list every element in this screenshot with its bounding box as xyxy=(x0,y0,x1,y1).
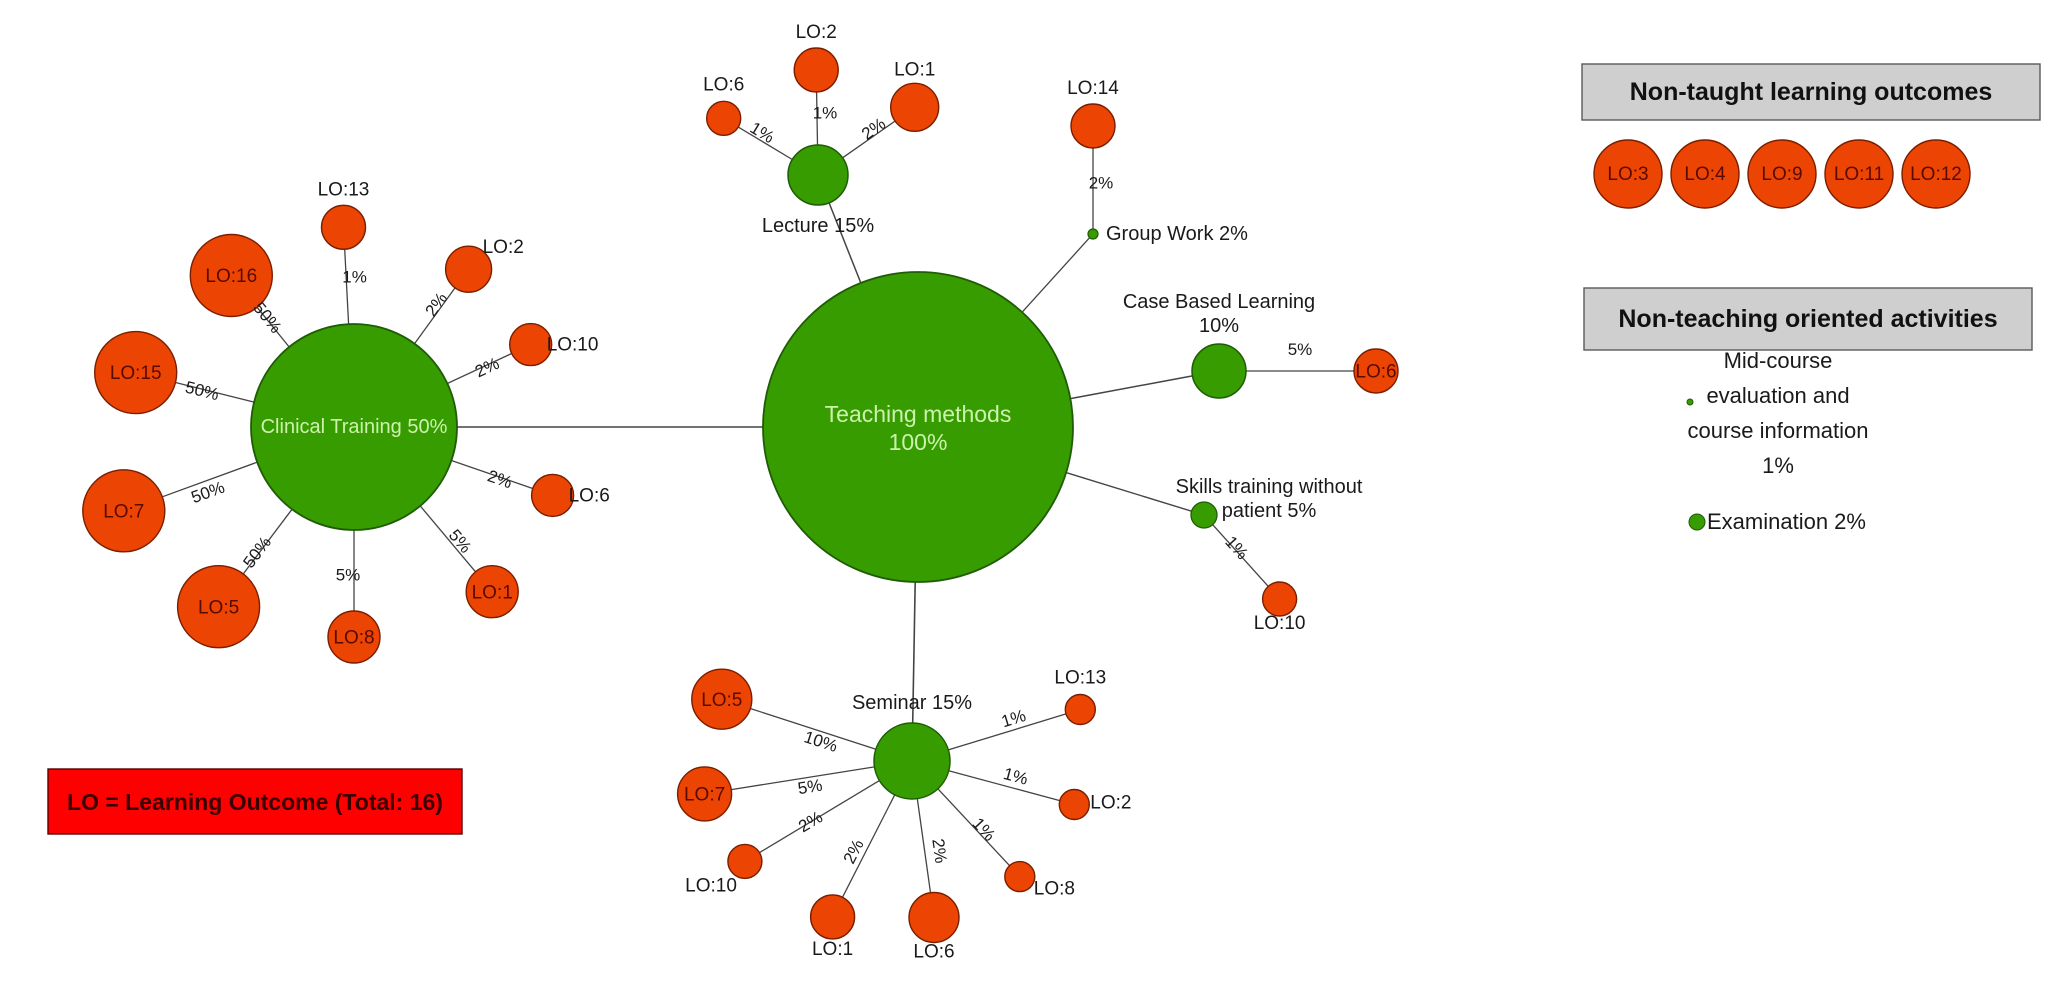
svg-text:Non-teaching oriented activiti: Non-teaching oriented activities xyxy=(1618,305,1997,333)
svg-text:Teaching methods: Teaching methods xyxy=(825,401,1012,427)
svg-text:LO:7: LO:7 xyxy=(103,501,144,522)
svg-text:LO:6: LO:6 xyxy=(913,942,954,963)
svg-text:LO:2: LO:2 xyxy=(796,22,837,43)
svg-text:Mid-course: Mid-course xyxy=(1724,348,1833,373)
svg-text:LO:3: LO:3 xyxy=(1607,164,1648,185)
svg-text:1%: 1% xyxy=(813,104,838,123)
svg-text:LO:10: LO:10 xyxy=(685,875,737,896)
svg-text:LO:10: LO:10 xyxy=(547,335,599,356)
svg-text:LO:13: LO:13 xyxy=(318,179,370,200)
svg-text:LO:8: LO:8 xyxy=(1034,879,1075,900)
svg-text:LO:1: LO:1 xyxy=(894,59,935,80)
svg-text:LO:13: LO:13 xyxy=(1054,668,1106,689)
svg-text:5%: 5% xyxy=(336,566,361,585)
svg-text:LO:10: LO:10 xyxy=(1254,613,1306,634)
svg-text:LO:2: LO:2 xyxy=(483,237,524,258)
svg-text:LO:4: LO:4 xyxy=(1684,164,1726,185)
svg-text:LO:6: LO:6 xyxy=(1355,362,1396,383)
svg-text:LO:12: LO:12 xyxy=(1910,164,1962,185)
svg-text:LO:2: LO:2 xyxy=(1090,793,1131,814)
svg-text:Group Work 2%: Group Work 2% xyxy=(1106,223,1248,245)
svg-text:LO:14: LO:14 xyxy=(1067,78,1119,99)
svg-text:Clinical Training 50%: Clinical Training 50% xyxy=(261,416,448,438)
svg-text:course information: course information xyxy=(1688,418,1869,443)
svg-text:LO:8: LO:8 xyxy=(333,628,374,649)
svg-text:LO:5: LO:5 xyxy=(701,690,742,711)
svg-text:Non-taught learning outcomes: Non-taught learning outcomes xyxy=(1630,78,1993,106)
svg-text:Lecture 15%: Lecture 15% xyxy=(762,215,875,237)
svg-text:Skills training without: Skills training without xyxy=(1176,476,1363,498)
svg-text:LO:7: LO:7 xyxy=(684,785,725,806)
svg-text:LO:1: LO:1 xyxy=(472,582,513,603)
svg-text:2%: 2% xyxy=(1089,174,1114,193)
svg-text:Case Based Learning: Case Based Learning xyxy=(1123,291,1315,313)
svg-text:100%: 100% xyxy=(889,429,948,455)
svg-text:Examination 2%: Examination 2% xyxy=(1707,509,1866,534)
svg-text:LO:5: LO:5 xyxy=(198,597,239,618)
svg-text:LO:9: LO:9 xyxy=(1761,164,1802,185)
svg-text:patient 5%: patient 5% xyxy=(1222,500,1317,522)
svg-text:LO:11: LO:11 xyxy=(1834,164,1884,185)
svg-text:1%: 1% xyxy=(1762,453,1794,478)
svg-text:LO:1: LO:1 xyxy=(812,939,853,960)
svg-text:evaluation and: evaluation and xyxy=(1706,383,1849,408)
svg-text:LO = Learning Outcome (Total:: LO = Learning Outcome (Total: 16) xyxy=(67,789,443,815)
svg-text:Seminar 15%: Seminar 15% xyxy=(852,692,972,714)
svg-text:LO:15: LO:15 xyxy=(110,363,162,384)
svg-text:2%: 2% xyxy=(928,837,950,864)
svg-text:LO:16: LO:16 xyxy=(205,266,257,287)
svg-text:10%: 10% xyxy=(1199,315,1239,337)
svg-text:LO:6: LO:6 xyxy=(703,74,744,95)
svg-text:5%: 5% xyxy=(1288,340,1313,359)
svg-text:LO:6: LO:6 xyxy=(569,485,610,506)
svg-text:5%: 5% xyxy=(796,776,823,799)
svg-text:1%: 1% xyxy=(342,268,367,287)
